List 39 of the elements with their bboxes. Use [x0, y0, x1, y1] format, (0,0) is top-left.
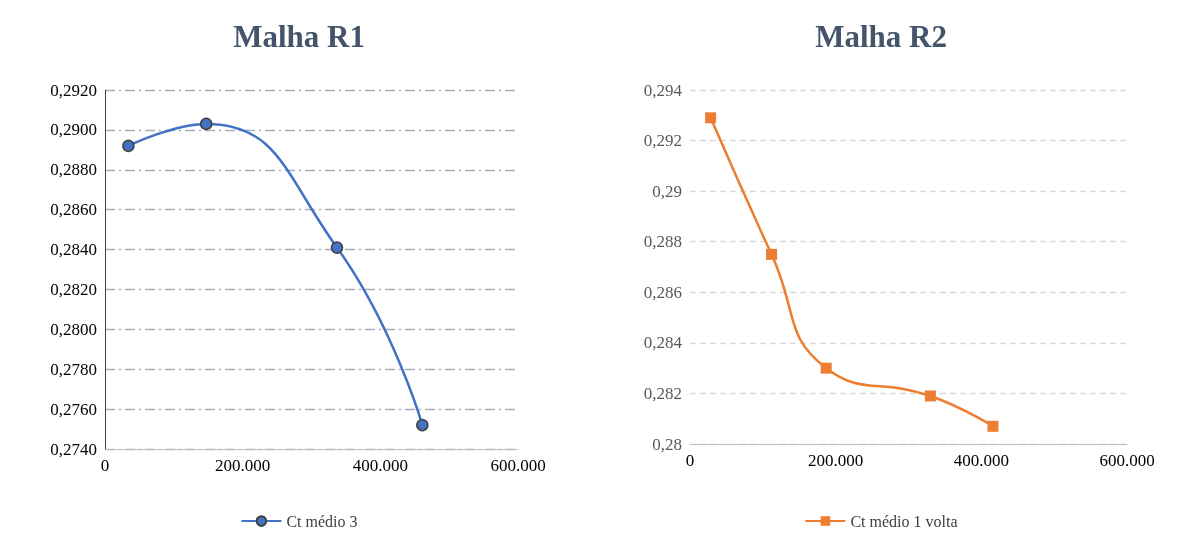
x-tick-label: 200.000 [808, 451, 864, 470]
x-tick-label: 0 [685, 451, 695, 470]
y-tick-label: 0,2880 [50, 160, 97, 180]
point [199, 117, 213, 131]
y-tick-label: 0,2740 [50, 439, 97, 459]
x-tick-label: 0 [100, 456, 110, 475]
y-tick-label: 0,282 [643, 383, 682, 403]
y-tick-label: 0,2820 [50, 279, 97, 299]
y-tick-label: 0,2920 [50, 80, 97, 100]
point [330, 241, 344, 254]
chart-title: Malha R2 [815, 19, 947, 54]
y-tick-label: 0,292 [643, 131, 682, 151]
legend-label: Ct médio 3 [286, 512, 358, 530]
y-tick-label: 0,284 [643, 333, 683, 353]
point [924, 390, 936, 402]
x-tick-label: 600.000 [1099, 451, 1155, 470]
legend-label: Ct médio 1 volta [850, 512, 958, 530]
y-tick-label: 0,2760 [50, 399, 97, 419]
point [416, 418, 429, 432]
point [705, 112, 717, 124]
y-tick-label: 0,2780 [50, 359, 97, 379]
y-tick-label: 0,29 [652, 181, 682, 201]
point [820, 362, 832, 374]
point [987, 420, 999, 432]
y-tick-label: 0,294 [643, 80, 683, 100]
y-tick-label: 0,2840 [50, 240, 97, 260]
point [122, 139, 135, 153]
point [766, 248, 778, 260]
x-tick-label: 600.000 [490, 456, 546, 475]
y-tick-label: 0,28 [652, 434, 682, 454]
y-tick-label: 0,2860 [50, 200, 97, 220]
y-tick-label: 0,2900 [50, 120, 97, 140]
x-tick-label: 400.000 [352, 456, 408, 475]
y-tick-label: 0,286 [643, 282, 682, 302]
chart-title: Malha R1 [233, 19, 365, 54]
y-tick-label: 0,2800 [50, 319, 97, 339]
x-tick-label: 200.000 [215, 456, 271, 475]
y-tick-label: 0,288 [643, 232, 682, 252]
x-tick-label: 400.000 [953, 451, 1009, 470]
